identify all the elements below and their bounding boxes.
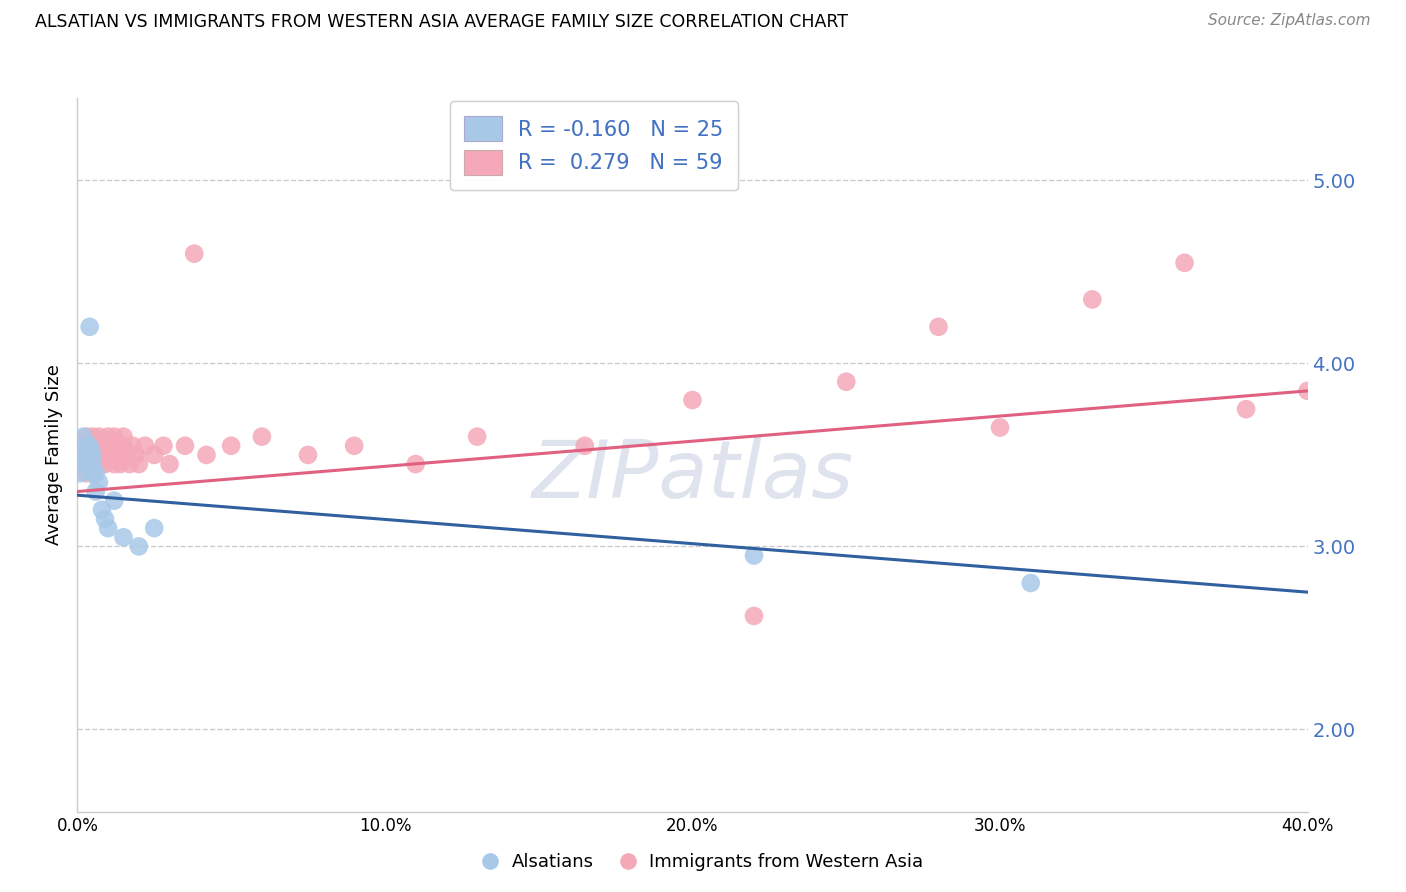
Point bbox=[143, 448, 166, 462]
Point bbox=[82, 467, 104, 481]
Point bbox=[69, 448, 91, 462]
Point bbox=[69, 467, 91, 481]
Point bbox=[100, 448, 122, 462]
Point bbox=[105, 439, 128, 453]
Point bbox=[84, 467, 107, 481]
Point bbox=[103, 493, 125, 508]
Point bbox=[1296, 384, 1319, 398]
Point bbox=[79, 439, 101, 453]
Point bbox=[1174, 256, 1197, 270]
Point bbox=[84, 484, 107, 499]
Point bbox=[174, 439, 197, 453]
Point bbox=[835, 375, 858, 389]
Point bbox=[183, 246, 205, 260]
Point bbox=[1358, 411, 1381, 425]
Point bbox=[219, 439, 242, 453]
Point bbox=[79, 448, 101, 462]
Point bbox=[152, 439, 174, 453]
Y-axis label: Average Family Size: Average Family Size bbox=[45, 365, 63, 545]
Point bbox=[405, 457, 427, 471]
Point bbox=[84, 439, 107, 453]
Text: ALSATIAN VS IMMIGRANTS FROM WESTERN ASIA AVERAGE FAMILY SIZE CORRELATION CHART: ALSATIAN VS IMMIGRANTS FROM WESTERN ASIA… bbox=[35, 13, 848, 31]
Point bbox=[72, 457, 94, 471]
Point bbox=[742, 609, 765, 624]
Point bbox=[297, 448, 319, 462]
Point bbox=[343, 439, 366, 453]
Legend: R = -0.160   N = 25, R =  0.279   N = 59: R = -0.160 N = 25, R = 0.279 N = 59 bbox=[450, 102, 738, 190]
Text: ZIPatlas: ZIPatlas bbox=[531, 437, 853, 516]
Point bbox=[82, 448, 104, 462]
Point bbox=[72, 457, 94, 471]
Point bbox=[97, 448, 120, 462]
Point bbox=[76, 448, 98, 462]
Point bbox=[79, 448, 101, 462]
Point bbox=[94, 457, 117, 471]
Point bbox=[90, 448, 114, 462]
Point bbox=[90, 503, 114, 517]
Point bbox=[76, 467, 98, 481]
Point bbox=[84, 457, 107, 471]
Point bbox=[125, 448, 148, 462]
Point bbox=[97, 521, 120, 535]
Point bbox=[69, 448, 91, 462]
Point bbox=[143, 521, 166, 535]
Point bbox=[250, 429, 273, 443]
Point bbox=[988, 420, 1011, 434]
Point bbox=[82, 457, 104, 471]
Point bbox=[82, 457, 104, 471]
Point bbox=[87, 429, 110, 443]
Point bbox=[103, 457, 125, 471]
Point bbox=[76, 439, 98, 453]
Point bbox=[682, 392, 704, 407]
Point bbox=[76, 457, 98, 471]
Point bbox=[195, 448, 218, 462]
Point bbox=[105, 448, 128, 462]
Point bbox=[134, 439, 156, 453]
Point bbox=[87, 439, 110, 453]
Point bbox=[76, 429, 98, 443]
Point bbox=[79, 439, 101, 453]
Point bbox=[94, 512, 117, 526]
Point bbox=[115, 448, 138, 462]
Point bbox=[82, 429, 104, 443]
Point bbox=[100, 439, 122, 453]
Point bbox=[87, 448, 110, 462]
Point bbox=[112, 429, 135, 443]
Point bbox=[118, 457, 141, 471]
Point bbox=[110, 457, 132, 471]
Point bbox=[1081, 293, 1104, 307]
Legend: Alsatians, Immigrants from Western Asia: Alsatians, Immigrants from Western Asia bbox=[475, 847, 931, 879]
Point bbox=[79, 319, 101, 334]
Point bbox=[112, 530, 135, 544]
Point bbox=[87, 475, 110, 490]
Point bbox=[742, 549, 765, 563]
Point bbox=[97, 429, 120, 443]
Point bbox=[928, 319, 950, 334]
Point bbox=[112, 439, 135, 453]
Point bbox=[94, 439, 117, 453]
Point bbox=[72, 429, 94, 443]
Point bbox=[103, 429, 125, 443]
Point bbox=[159, 457, 181, 471]
Point bbox=[574, 439, 596, 453]
Point bbox=[128, 540, 150, 554]
Point bbox=[72, 439, 94, 453]
Point bbox=[90, 457, 114, 471]
Point bbox=[465, 429, 488, 443]
Point bbox=[1019, 576, 1042, 591]
Point bbox=[1234, 402, 1257, 417]
Point bbox=[121, 439, 143, 453]
Point bbox=[128, 457, 150, 471]
Point bbox=[82, 448, 104, 462]
Text: Source: ZipAtlas.com: Source: ZipAtlas.com bbox=[1208, 13, 1371, 29]
